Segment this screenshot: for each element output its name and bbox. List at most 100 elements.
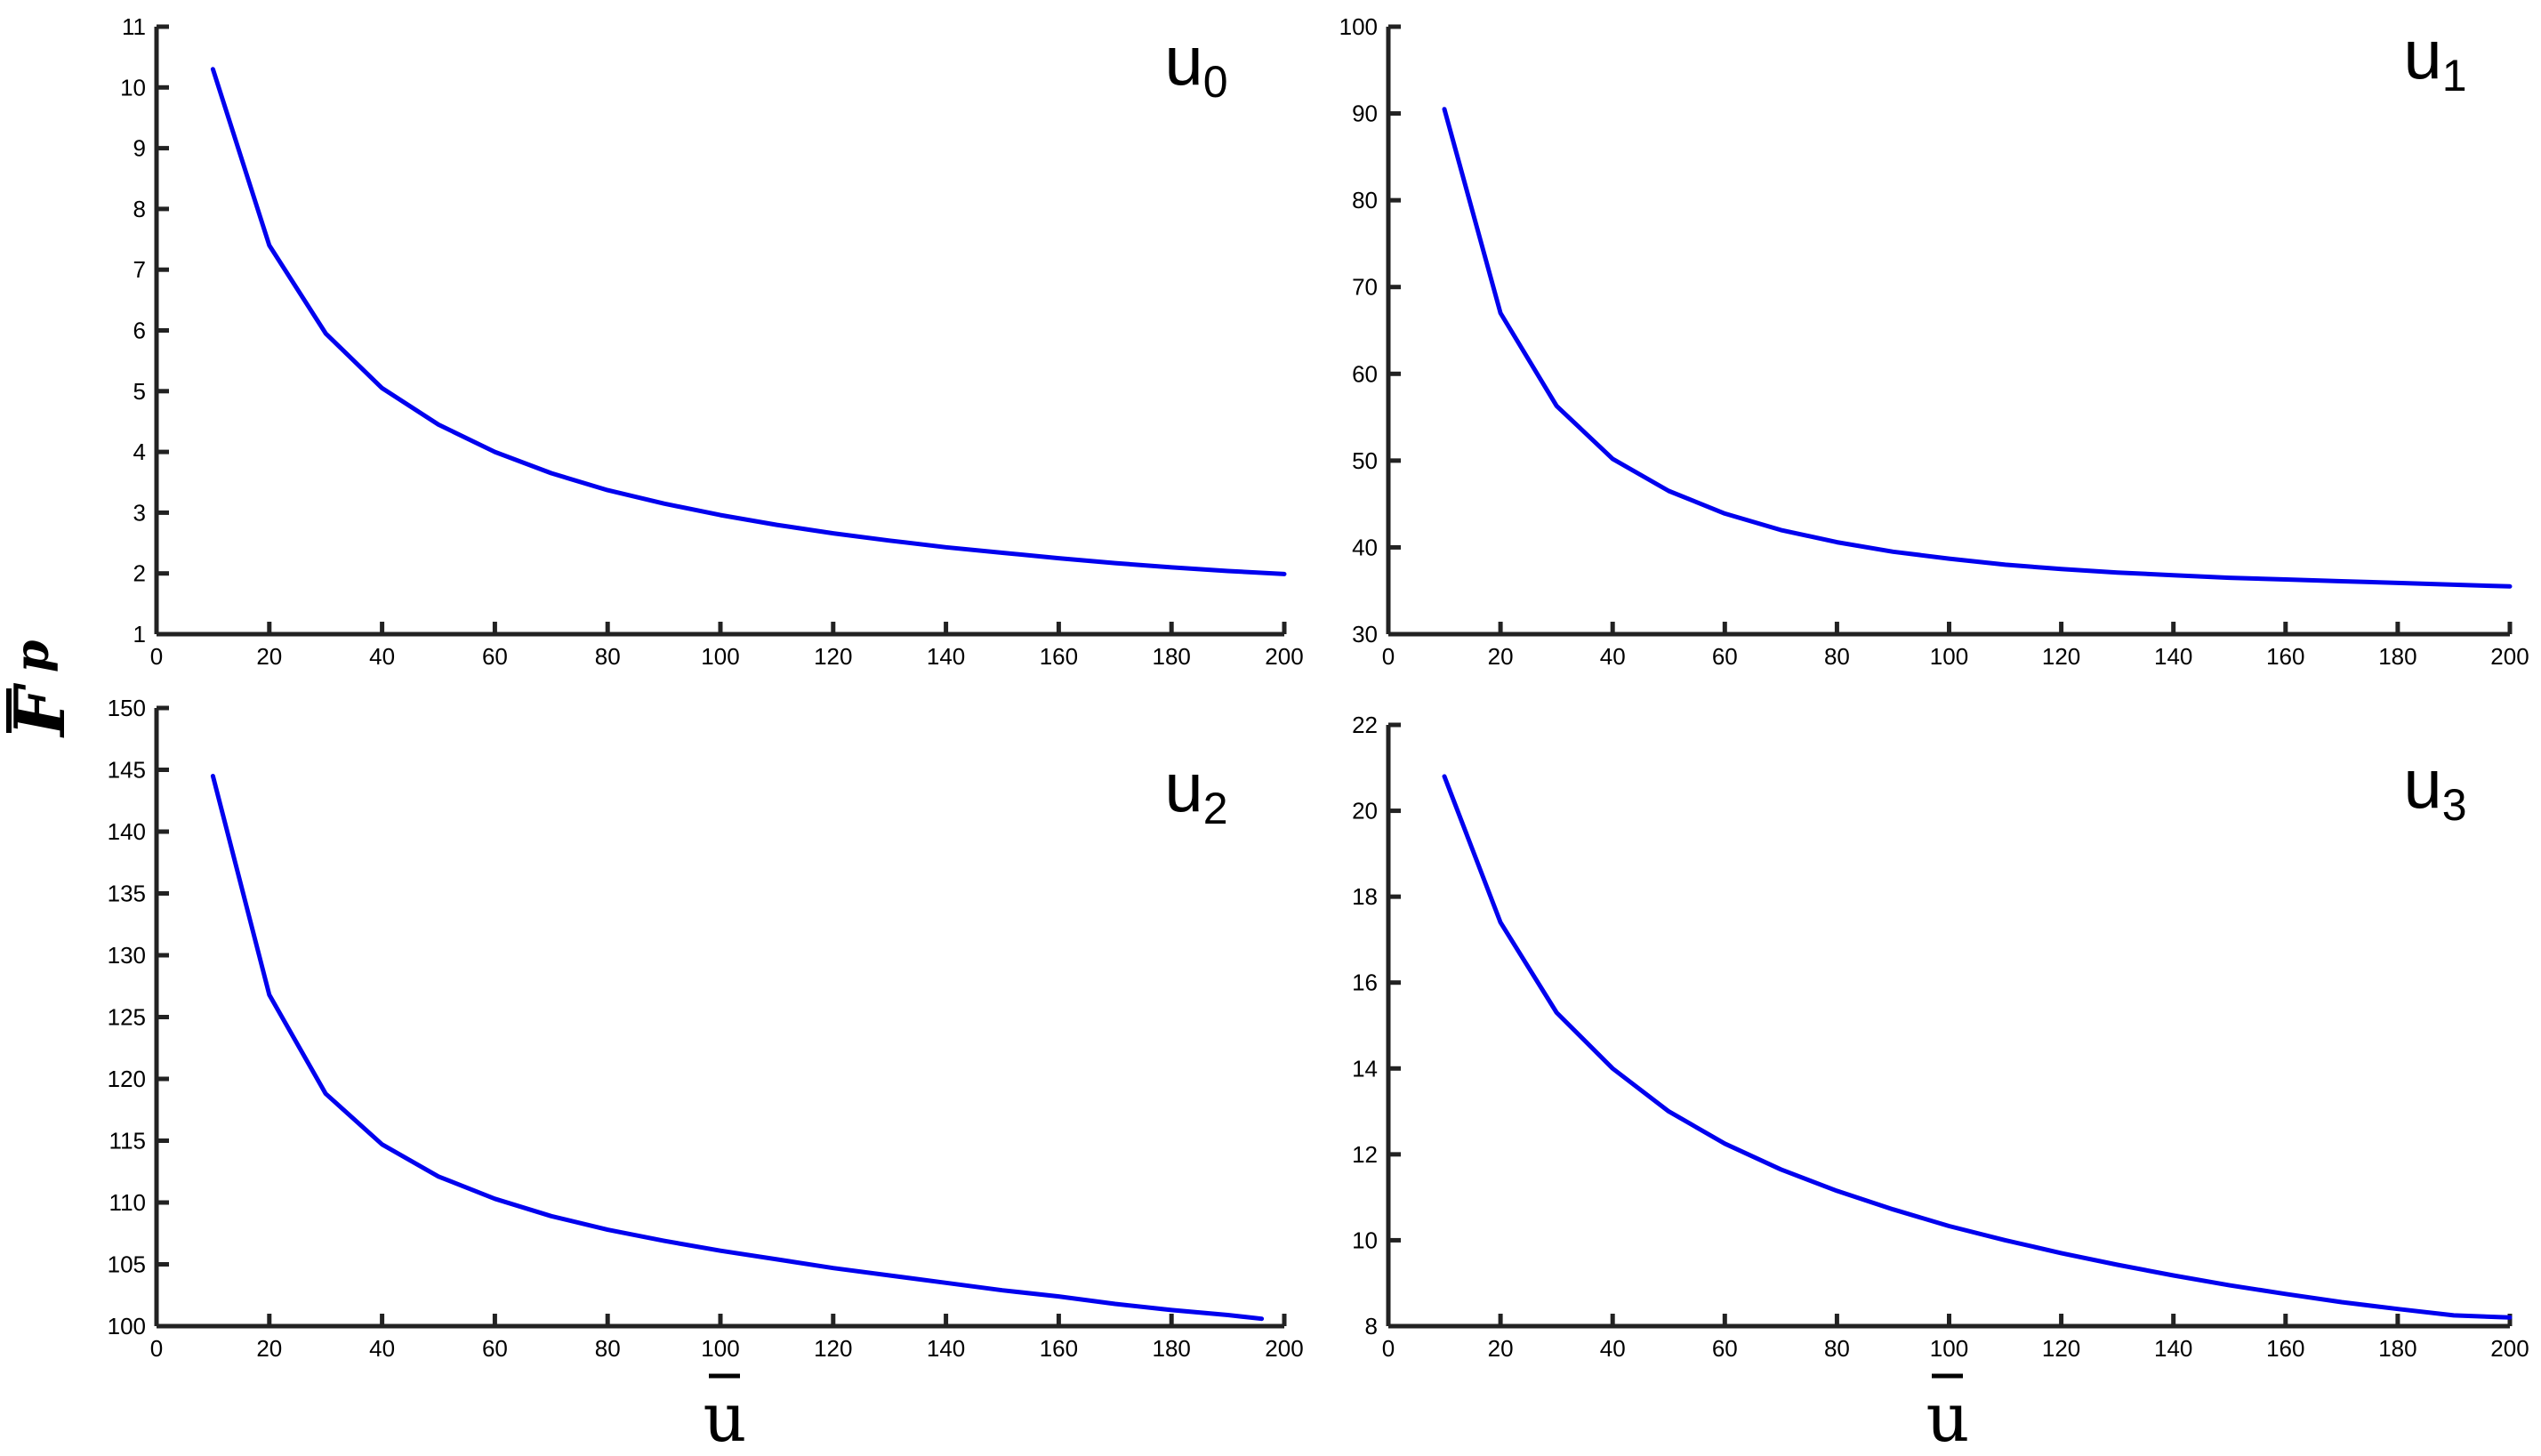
x-tick-label: 80 [1824,1335,1850,1362]
x-tick-label: 120 [814,643,852,670]
panel-label-u2: u2 [1164,748,1227,833]
y-tick-label: 9 [133,135,146,162]
x-tick-label: 40 [1600,1335,1626,1362]
panel-u3: 0 20 40 60 80 100 120 140 160 180 200 8 10 12 14 16 18 20… [1352,712,2529,1362]
panel-label-letter: u [1164,748,1202,826]
panel-label-letter: u [2403,744,2441,823]
panel-u2: 0 20 40 60 80 100 120 140 160 180 200 100 105 110 115 1… [108,695,1304,1362]
x-tick-label: 200 [2490,643,2529,670]
y-tick-label: 70 [1352,274,1378,301]
x-tick-label: 140 [2154,1335,2192,1362]
y-axis-title-main: F [0,683,81,738]
series-line-u0 [210,67,1287,576]
x-axis-title-right: u [1926,1373,1970,1456]
panel-u1: 0 20 40 60 80 100 120 140 160 180 200 30 40 50 60 70 80 9… [1339,13,2529,670]
y-tick-label: 4 [133,438,146,465]
y-tick-label: 125 [108,1004,146,1031]
y-tick-label: 16 [1352,969,1378,996]
x-tick-label: 140 [2154,643,2192,670]
x-tick-label: 120 [2042,1335,2080,1362]
y-tick-label: 90 [1352,101,1378,127]
x-tick-label: 60 [1712,1335,1738,1362]
y-tick-label: 140 [108,818,146,845]
x-axis-title-left-text: u [704,1378,747,1456]
series-line-u3 [1442,774,2513,1320]
x-tick-label: 140 [927,643,965,670]
y-tick-label: 50 [1352,447,1378,474]
x-tick-label: 180 [1153,643,1191,670]
x-tick-label: 60 [482,643,508,670]
y-tick-label: 1 [133,621,146,648]
y-tick-label: 8 [1365,1313,1378,1339]
x-tick-label: 20 [1488,643,1514,670]
y-tick-label: 8 [133,196,146,222]
x-tick-label: 40 [369,1335,395,1362]
series-line-u1 [1442,107,2513,589]
y-tick-label: 145 [108,757,146,784]
x-tick-label: 140 [927,1335,965,1362]
panel-label-u0: u0 [1164,21,1227,107]
x-tick-label: 0 [150,643,163,670]
y-tick-label: 60 [1352,360,1378,387]
x-tick-label: 40 [369,643,395,670]
y-tick-label: 100 [1339,13,1378,40]
panel-label-u3: u3 [2403,744,2466,830]
y-axis-title-sub: p [5,640,60,672]
panel-u0: 0 20 40 60 80 100 120 140 160 180 200 1 2 3 4 5 6 7 8 9 10 11… [120,13,1304,670]
panel-label-subscript: 0 [1203,57,1228,107]
x-tick-label: 20 [1488,1335,1514,1362]
y-tick-label: 18 [1352,883,1378,910]
y-tick-label: 10 [1352,1227,1378,1253]
x-tick-label: 60 [1712,643,1738,670]
x-tick-label: 20 [256,1335,282,1362]
x-tick-label: 200 [2490,1335,2529,1362]
y-tick-label: 3 [133,499,146,526]
x-tick-label: 40 [1600,643,1626,670]
y-tick-label: 120 [108,1066,146,1092]
y-tick-label: 110 [109,1189,146,1216]
y-tick-label: 115 [109,1128,146,1154]
x-tick-label: 160 [2266,1335,2304,1362]
x-tick-label: 0 [150,1335,163,1362]
y-tick-label: 7 [133,256,146,283]
x-tick-label: 120 [814,1335,852,1362]
y-tick-label: 11 [122,13,146,40]
panel-label-subscript: 2 [1203,784,1228,833]
x-tick-label: 160 [2266,643,2304,670]
x-tick-label: 0 [1382,643,1395,670]
x-tick-label: 120 [2042,643,2080,670]
y-tick-label: 150 [108,695,146,721]
y-tick-label: 6 [133,318,146,344]
y-tick-label: 80 [1352,187,1378,213]
y-tick-label: 105 [108,1251,146,1278]
y-tick-label: 20 [1352,798,1378,825]
x-tick-label: 180 [1153,1335,1191,1362]
y-tick-label: 2 [133,560,146,587]
x-axis-title-left: u [704,1373,747,1456]
y-tick-label: 135 [108,881,146,907]
x-tick-label: 0 [1382,1335,1395,1362]
x-axis-title-right-text: u [1926,1378,1970,1456]
panel-label-subscript: 3 [2442,780,2467,830]
y-tick-label: 5 [133,378,146,405]
y-tick-label: 40 [1352,534,1378,560]
y-tick-label: 100 [108,1313,146,1339]
y-tick-label: 30 [1352,621,1378,648]
x-tick-label: 20 [256,643,282,670]
x-tick-label: 200 [1265,1335,1303,1362]
x-tick-label: 100 [701,643,739,670]
x-tick-label: 100 [701,1335,739,1362]
x-tick-label: 160 [1040,1335,1078,1362]
y-tick-label: 22 [1352,712,1378,738]
x-tick-label: 180 [2378,643,2416,670]
y-tick-label: 130 [108,942,146,969]
y-tick-label: 10 [120,74,146,101]
y-tick-label: 12 [1352,1141,1378,1168]
panels: 0 20 40 60 80 100 120 140 160 180 2001234567891011… [108,13,2529,1362]
series-line-u2 [210,774,1265,1322]
panel-label-u1: u1 [2403,15,2466,101]
x-tick-label: 180 [2378,1335,2416,1362]
panel-label-letter: u [2403,15,2441,93]
x-tick-label: 100 [1930,1335,1968,1362]
